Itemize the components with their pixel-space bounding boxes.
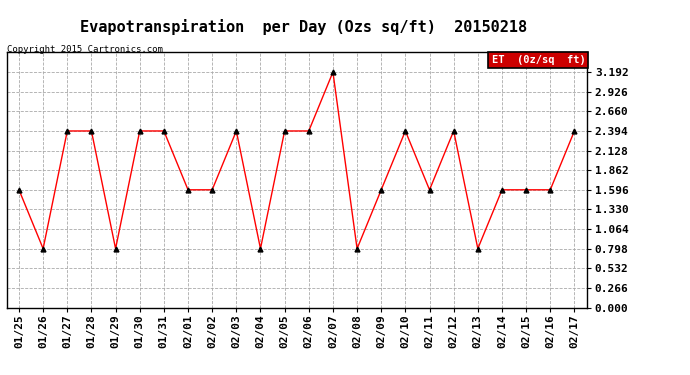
Text: Copyright 2015 Cartronics.com: Copyright 2015 Cartronics.com [7,45,163,54]
Text: ET  (0z/sq  ft): ET (0z/sq ft) [491,55,585,65]
Text: Evapotranspiration  per Day (Ozs sq/ft)  20150218: Evapotranspiration per Day (Ozs sq/ft) 2… [80,19,527,35]
